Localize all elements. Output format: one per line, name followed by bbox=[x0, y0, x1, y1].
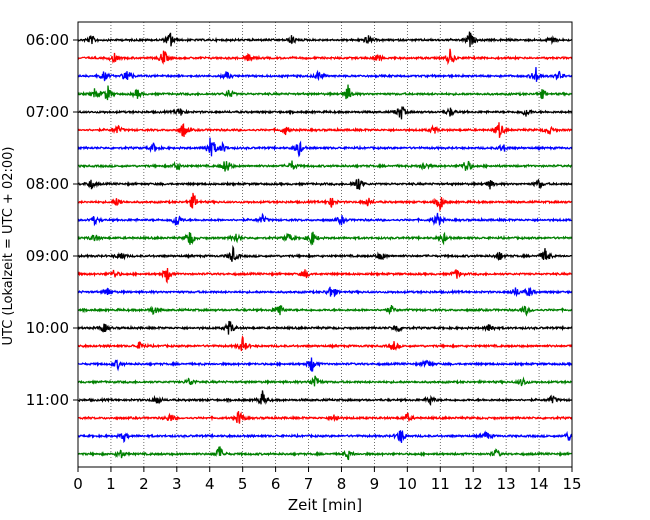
y-tick-label: 11:00 bbox=[26, 391, 69, 409]
seismic-trace bbox=[77, 335, 573, 352]
x-tick-label: 8 bbox=[337, 475, 347, 493]
x-tick-label: 3 bbox=[172, 475, 182, 493]
trace-waveform bbox=[77, 375, 573, 387]
seismic-trace bbox=[77, 48, 573, 66]
x-tick-label: 2 bbox=[139, 475, 149, 493]
x-tick-label: 10 bbox=[398, 475, 417, 493]
seismic-trace bbox=[77, 244, 573, 262]
x-tick-label: 12 bbox=[464, 475, 483, 493]
seismic-trace bbox=[77, 137, 573, 158]
trace-waveform bbox=[77, 192, 573, 212]
trace-waveform bbox=[77, 160, 573, 172]
x-tick-label: 1 bbox=[106, 475, 116, 493]
seismic-trace bbox=[77, 320, 573, 335]
seismic-trace bbox=[77, 84, 573, 101]
seismic-trace bbox=[77, 192, 573, 212]
seismic-trace bbox=[77, 305, 573, 317]
trace-waveform bbox=[77, 244, 573, 262]
x-axis-label: Zeit [min] bbox=[288, 496, 362, 514]
seismic-trace bbox=[77, 429, 573, 444]
y-tick-label: 06:00 bbox=[26, 31, 69, 49]
seismic-trace bbox=[77, 375, 573, 387]
y-tick-label: 07:00 bbox=[26, 103, 69, 121]
seismic-trace bbox=[77, 67, 573, 82]
trace-waveform bbox=[77, 286, 573, 298]
x-tick-label: 6 bbox=[271, 475, 281, 493]
trace-waveform bbox=[77, 305, 573, 317]
x-tick-label: 9 bbox=[370, 475, 380, 493]
seismic-traces bbox=[77, 31, 573, 461]
vertical-grid-lines bbox=[110, 22, 540, 467]
trace-waveform bbox=[77, 137, 573, 158]
seismic-trace bbox=[77, 286, 573, 298]
trace-waveform bbox=[77, 178, 573, 190]
seismic-trace bbox=[77, 31, 573, 48]
trace-waveform bbox=[77, 84, 573, 101]
x-tick-label: 15 bbox=[562, 475, 581, 493]
seismic-trace bbox=[77, 390, 573, 406]
trace-waveform bbox=[78, 446, 573, 461]
x-tick-label: 7 bbox=[304, 475, 314, 493]
trace-waveform bbox=[77, 212, 573, 227]
seismic-trace bbox=[77, 160, 573, 172]
y-tick-label: 10:00 bbox=[26, 319, 69, 337]
x-tick-label: 0 bbox=[73, 475, 83, 493]
y-tick-label: 09:00 bbox=[26, 247, 69, 265]
plot-frame bbox=[77, 21, 573, 468]
seismic-trace bbox=[77, 122, 573, 138]
seismic-trace bbox=[77, 231, 573, 246]
seismic-trace bbox=[77, 178, 573, 190]
x-tick-label: 4 bbox=[205, 475, 215, 493]
trace-waveform bbox=[77, 48, 573, 66]
seismic-trace bbox=[77, 357, 573, 373]
seismic-trace bbox=[78, 446, 573, 461]
trace-waveform bbox=[77, 335, 573, 352]
x-axis-ticks: 0 1 2 3 4 5 6 7 8 9 10 11 12 13 14 15 bbox=[73, 467, 582, 493]
y-axis-ticks: 06:00 07:00 08:00 09:00 10:00 11:00 bbox=[26, 31, 78, 409]
trace-waveform bbox=[77, 67, 573, 82]
x-tick-label: 5 bbox=[238, 475, 248, 493]
trace-waveform bbox=[77, 357, 573, 373]
seismic-trace bbox=[77, 267, 573, 284]
trace-waveform bbox=[77, 105, 573, 120]
x-tick-label: 11 bbox=[431, 475, 450, 493]
y-tick-label: 08:00 bbox=[26, 175, 69, 193]
seismic-trace bbox=[77, 105, 573, 120]
trace-waveform bbox=[77, 31, 573, 48]
seismic-trace bbox=[77, 411, 573, 424]
trace-waveform bbox=[77, 320, 573, 335]
trace-waveform bbox=[77, 267, 573, 284]
trace-waveform bbox=[77, 429, 573, 444]
trace-waveform bbox=[77, 231, 573, 246]
y-axis-label: UTC (Lokalzeit = UTC + 02:00) bbox=[1, 147, 16, 346]
trace-waveform bbox=[77, 122, 573, 138]
trace-waveform bbox=[77, 390, 573, 406]
x-tick-label: 13 bbox=[497, 475, 516, 493]
seismic-trace bbox=[77, 212, 573, 227]
trace-waveform bbox=[77, 411, 573, 424]
x-tick-label: 14 bbox=[530, 475, 549, 493]
